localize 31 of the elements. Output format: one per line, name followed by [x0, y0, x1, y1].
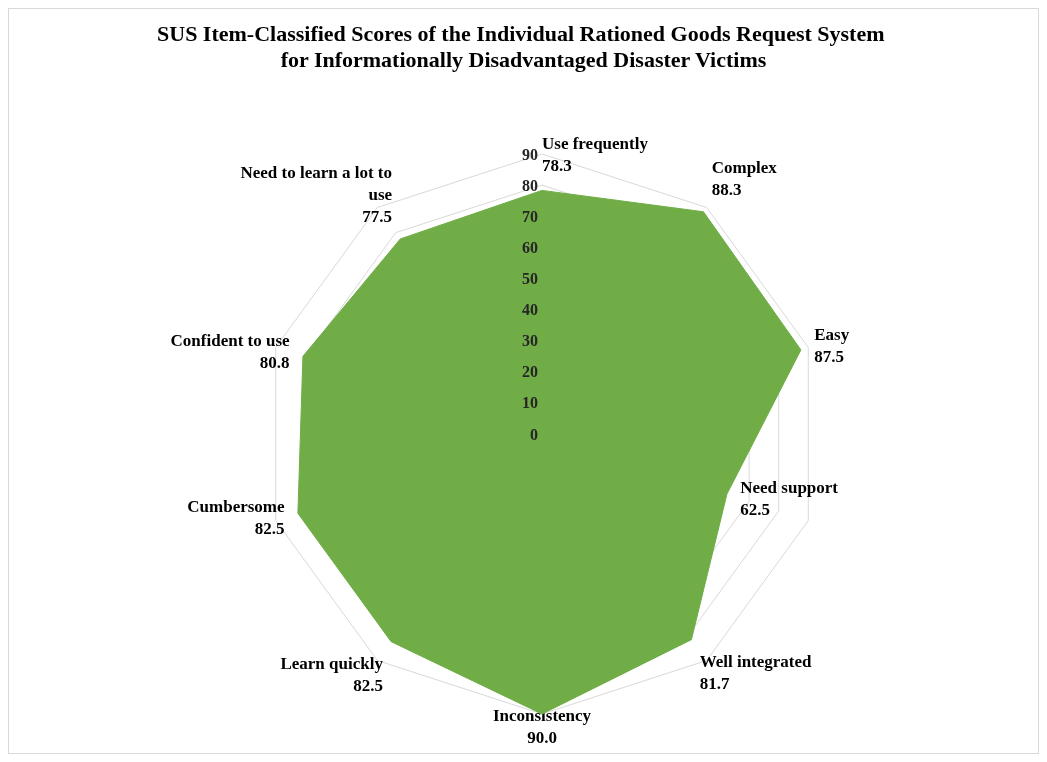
- data-label: 88.3: [711, 179, 742, 199]
- data-label: 77.5: [362, 207, 393, 227]
- spoke-label: Easy: [814, 325, 850, 345]
- y-tick-label: 20: [522, 363, 538, 381]
- spoke-label: Inconsistency: [492, 705, 592, 725]
- spoke-label: Complex: [711, 157, 778, 177]
- data-label: 78.3: [542, 155, 572, 175]
- spoke-label: Confident to use: [170, 331, 291, 351]
- data-label: 82.5: [254, 519, 285, 539]
- data-label: 80.8: [259, 353, 290, 373]
- spoke-label: Need to learn a lot to use: [240, 163, 393, 205]
- y-tick-label: 70: [522, 207, 538, 225]
- data-label: 87.5: [814, 347, 844, 367]
- spoke-label: Learn quickly: [280, 654, 384, 674]
- data-label: 81.7: [699, 674, 730, 694]
- y-tick-label: 10: [522, 394, 538, 412]
- spoke-label: Use frequently: [542, 133, 649, 153]
- y-tick-label: 40: [522, 301, 538, 319]
- y-tick-label: 50: [522, 269, 538, 287]
- y-tick-label: 30: [522, 332, 538, 350]
- y-tick-label: 90: [522, 145, 538, 163]
- spoke-label: Well integrated: [699, 652, 813, 672]
- data-label: 90.0: [527, 727, 557, 747]
- spoke-label: Need support: [740, 477, 839, 497]
- data-label: 62.5: [740, 499, 770, 519]
- data-label: 82.5: [353, 676, 383, 696]
- y-tick-label: 0: [530, 425, 538, 443]
- spoke-label: Cumbersome: [187, 497, 286, 517]
- chart-title: SUS Item-Classified Scores of the Individual Rationed Goods Request System for Informationally Disadvantaged Disaster Victims: [157, 20, 890, 72]
- y-tick-label: 60: [522, 238, 538, 256]
- y-tick-label: 80: [522, 176, 538, 194]
